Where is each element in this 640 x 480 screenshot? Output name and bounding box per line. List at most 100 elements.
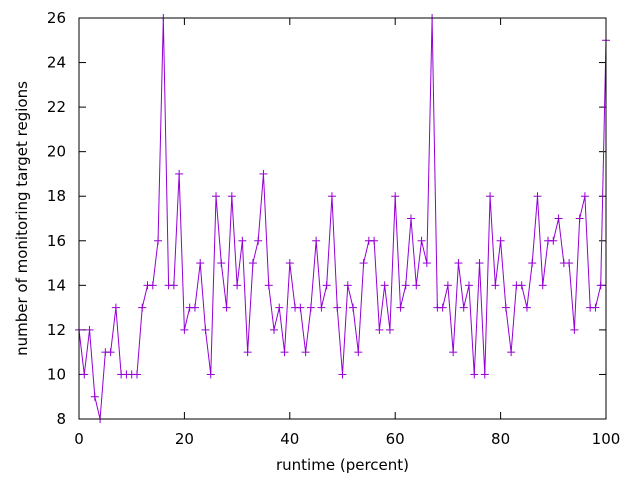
x-tick-label: 60 bbox=[386, 430, 405, 448]
y-tick-label: 22 bbox=[47, 98, 66, 116]
data-point bbox=[375, 325, 384, 334]
y-tick-label: 12 bbox=[47, 321, 66, 339]
data-point bbox=[312, 236, 321, 245]
data-point bbox=[412, 281, 421, 290]
data-point bbox=[343, 281, 352, 290]
data-point bbox=[333, 303, 342, 312]
data-point bbox=[85, 325, 94, 334]
data-point bbox=[296, 303, 305, 312]
tick-labels: 0 20 40 60 80 100 8 10 12 14 16 18 20 22 24 26 bbox=[47, 9, 620, 448]
data-point bbox=[238, 236, 247, 245]
x-axis-label: runtime (percent) bbox=[276, 456, 409, 474]
data-point bbox=[275, 303, 284, 312]
data-point bbox=[175, 169, 184, 178]
data-point bbox=[486, 192, 495, 201]
y-tick-label: 24 bbox=[47, 54, 66, 72]
axis-ticks bbox=[78, 17, 607, 420]
data-point bbox=[528, 259, 537, 268]
data-point bbox=[533, 192, 542, 201]
data-point bbox=[391, 192, 400, 201]
data-point bbox=[90, 392, 99, 401]
data-point bbox=[443, 281, 452, 290]
data-point bbox=[565, 259, 574, 268]
data-point bbox=[338, 370, 347, 379]
data-point bbox=[480, 370, 489, 379]
plot-frame bbox=[78, 17, 607, 420]
data-point bbox=[111, 303, 120, 312]
data-point bbox=[243, 348, 252, 357]
y-axis-label: number of monitoring target regions bbox=[13, 81, 31, 356]
series-line bbox=[78, 17, 607, 420]
data-point bbox=[417, 236, 426, 245]
data-point bbox=[80, 370, 89, 379]
data-point bbox=[349, 303, 358, 312]
x-tick-label: 40 bbox=[280, 430, 299, 448]
data-point bbox=[401, 281, 410, 290]
y-tick-label: 20 bbox=[47, 143, 66, 161]
x-tick-label: 80 bbox=[491, 430, 510, 448]
y-tick-label: 8 bbox=[56, 410, 66, 428]
data-point bbox=[549, 236, 558, 245]
data-point bbox=[217, 259, 226, 268]
data-point bbox=[580, 192, 589, 201]
data-point bbox=[138, 303, 147, 312]
data-point bbox=[591, 303, 600, 312]
data-point bbox=[370, 236, 379, 245]
data-point bbox=[538, 281, 547, 290]
data-point bbox=[306, 303, 315, 312]
data-point bbox=[570, 325, 579, 334]
data-point bbox=[385, 325, 394, 334]
data-point bbox=[464, 281, 473, 290]
data-point bbox=[212, 192, 221, 201]
data-point bbox=[454, 259, 463, 268]
data-point bbox=[327, 192, 336, 201]
data-point bbox=[148, 281, 157, 290]
y-tick-label: 10 bbox=[47, 365, 66, 383]
y-tick-label: 16 bbox=[47, 232, 66, 250]
data-point bbox=[233, 281, 242, 290]
data-point bbox=[449, 348, 458, 357]
data-point bbox=[354, 348, 363, 357]
data-point bbox=[496, 236, 505, 245]
data-point bbox=[248, 259, 257, 268]
data-point bbox=[501, 303, 510, 312]
data-point bbox=[180, 325, 189, 334]
data-point bbox=[596, 281, 605, 290]
data-point bbox=[154, 236, 163, 245]
data-point bbox=[470, 370, 479, 379]
data-point bbox=[575, 214, 584, 223]
data-point bbox=[285, 259, 294, 268]
data-point bbox=[264, 281, 273, 290]
x-tick-label: 20 bbox=[175, 430, 194, 448]
data-point bbox=[269, 325, 278, 334]
data-point bbox=[407, 214, 416, 223]
data-point bbox=[554, 214, 563, 223]
data-point bbox=[206, 370, 215, 379]
data-point bbox=[459, 303, 468, 312]
data-point bbox=[259, 169, 268, 178]
x-tick-label: 100 bbox=[592, 430, 621, 448]
data-point bbox=[196, 259, 205, 268]
data-point bbox=[507, 348, 516, 357]
data-point bbox=[132, 370, 141, 379]
data-point bbox=[254, 236, 263, 245]
data-point bbox=[359, 259, 368, 268]
data-point bbox=[438, 303, 447, 312]
data-point bbox=[491, 281, 500, 290]
x-tick-label: 0 bbox=[74, 430, 84, 448]
data-point bbox=[280, 348, 289, 357]
y-tick-label: 26 bbox=[47, 9, 66, 27]
data-point bbox=[522, 303, 531, 312]
data-point bbox=[380, 281, 389, 290]
data-point bbox=[201, 325, 210, 334]
data-point bbox=[322, 281, 331, 290]
data-point bbox=[317, 303, 326, 312]
data-point bbox=[106, 348, 115, 357]
y-tick-label: 18 bbox=[47, 187, 66, 205]
plot-series bbox=[75, 14, 610, 423]
data-point bbox=[169, 281, 178, 290]
y-tick-label: 14 bbox=[47, 276, 66, 294]
data-point bbox=[227, 192, 236, 201]
data-point bbox=[475, 259, 484, 268]
